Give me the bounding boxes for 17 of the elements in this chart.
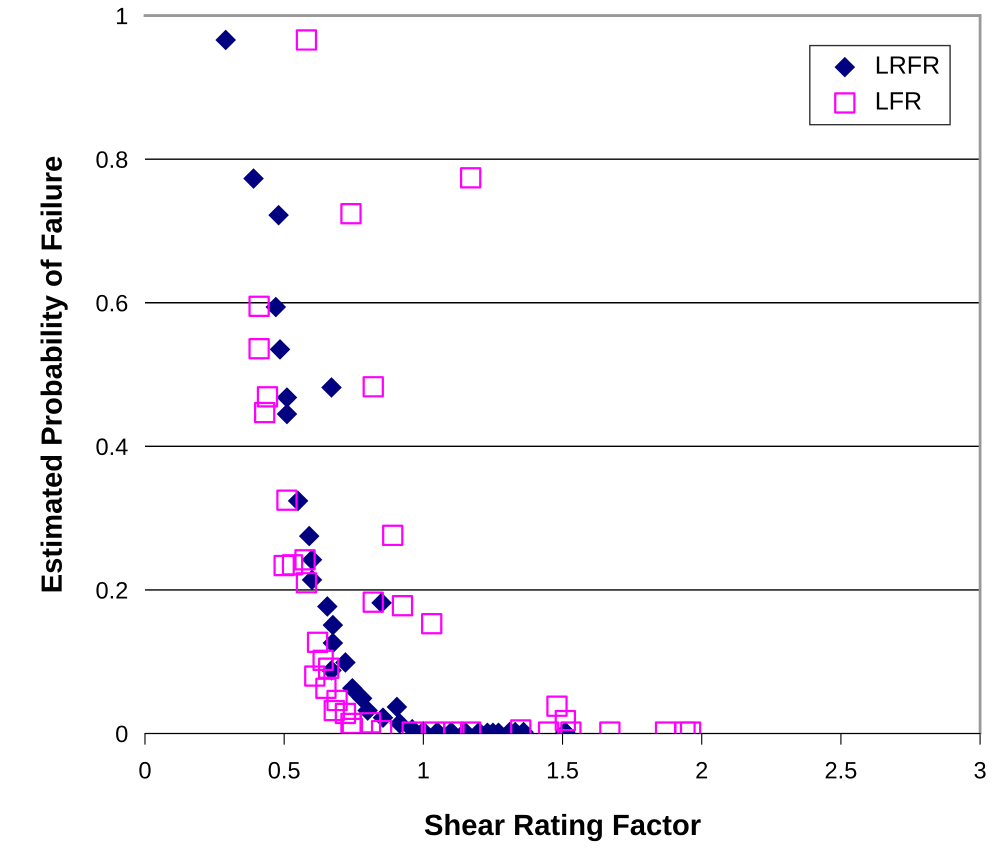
x-tick-label: 0 (139, 762, 151, 779)
x-tick-label: 3 (974, 762, 986, 779)
legend-label: LRFR (876, 56, 939, 74)
x-tick-label: 2 (696, 762, 708, 778)
y-tick-label: 0.4 (96, 438, 128, 456)
x-tick-label: 1 (418, 762, 429, 778)
legend-label: LFR (876, 92, 921, 110)
y-tick-label: 0.6 (96, 294, 128, 312)
y-tick-label: 0.8 (96, 151, 128, 168)
y-tick-label: 0 (116, 726, 128, 742)
x-axis-title: Shear Rating Factor (424, 814, 701, 842)
y-tick-label: 1 (116, 8, 128, 24)
y-axis-title: Estimated Probability of Failure (40, 156, 68, 592)
x-tick-label: 0.5 (268, 762, 300, 779)
y-tick-label: 0.2 (96, 582, 128, 599)
x-tick-label: 1.5 (548, 762, 578, 779)
x-tick-label: 2.5 (826, 762, 856, 779)
